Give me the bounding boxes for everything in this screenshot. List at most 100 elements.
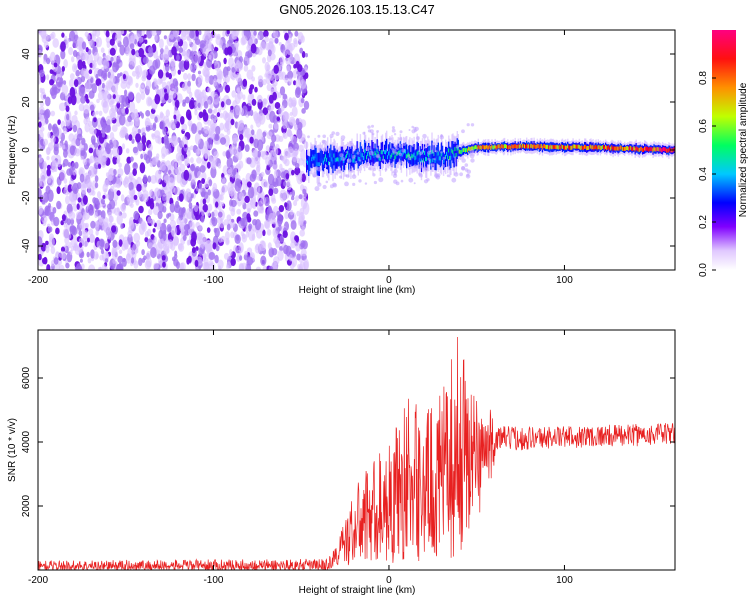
noise-blob [219,122,224,131]
noise-blob [283,244,289,255]
noise-blob [250,93,255,100]
band-core [465,148,467,153]
noise-blob [148,144,153,152]
noise-blob [241,177,246,185]
noise-blob [152,206,160,216]
noise-blob [86,98,90,104]
noise-blob [79,242,83,248]
band-core [560,144,563,149]
band-core [310,156,312,161]
noise-blob [198,30,202,36]
noise-blob [253,210,259,217]
noise-blob [55,227,60,235]
noise-blob [49,33,54,40]
band-scatter-dot [461,129,465,134]
noise-blob [301,108,306,114]
noise-blob [156,153,160,159]
noise-blob [138,257,143,267]
band-core [559,145,562,150]
noise-blob [40,30,47,39]
noise-blob [50,135,56,144]
band-core [473,146,475,151]
noise-blob [299,263,303,270]
noise-blob [265,156,271,166]
noise-blob [224,84,231,94]
noise-blob [94,211,98,219]
noise-blob [207,42,214,51]
noise-blob [294,148,298,156]
band-core [631,146,633,151]
noise-blob [98,163,102,170]
noise-blob [226,30,230,35]
noise-blob [82,235,89,248]
spectrogram-y-axis: -40 -20 0 20 40 [21,48,675,253]
band-core [556,144,558,149]
noise-blob [81,214,86,222]
band-core [450,155,452,160]
band-core [585,144,587,149]
noise-blob [297,121,303,131]
band-core [470,146,472,151]
band-scatter-dot [460,143,464,147]
noise-blob [230,199,237,207]
noise-blob [300,149,307,162]
noise-blob [294,30,299,37]
band-scatter-dot [325,180,329,184]
band-scatter-dot [390,162,394,167]
noise-blob [91,83,98,94]
noise-blob [42,138,49,146]
band-scatter-dot [432,142,436,146]
noise-blob [50,246,56,255]
noise-blob [212,78,218,87]
band-core [508,145,510,150]
band-core [601,145,604,149]
band-core [332,159,334,164]
noise-blob [134,113,140,122]
noise-blob [156,241,163,254]
noise-blob [279,189,287,202]
noise-blob [128,35,136,44]
noise-blob [216,33,221,40]
band-core [565,145,567,150]
noise-blob [145,120,150,128]
band-core [493,145,495,150]
noise-blob [211,216,218,227]
band-scatter-dot [364,141,367,144]
noise-blob [137,191,143,198]
band-core [553,145,555,150]
noise-blob [46,168,51,177]
band-core [600,145,603,150]
noise-blob [228,186,235,197]
noise-blob [131,138,135,144]
noise-blob [191,73,196,82]
band-core [664,147,666,152]
noise-blob [117,263,124,270]
band-core [640,146,643,151]
noise-blob [186,35,190,41]
noise-blob [266,113,271,121]
noise-blob [117,73,121,78]
band-core [602,144,605,149]
noise-blob [88,120,93,128]
band-core [336,157,338,162]
band-core [376,148,378,153]
noise-blob [70,94,77,106]
band-core [314,154,316,159]
band-core [335,158,337,163]
band-core [541,145,544,150]
noise-blob [166,248,170,254]
band-core [358,157,360,161]
noise-blob [166,85,171,93]
noise-blob [188,99,195,110]
noise-blob [53,216,60,227]
noise-blob [153,78,158,84]
noise-blob [169,202,176,213]
noise-blob [236,208,242,215]
band-core [651,147,653,152]
noise-blob [115,94,122,104]
band-core [529,145,531,150]
noise-blob [187,192,192,198]
noise-blob [237,90,241,95]
band-scatter-dot [339,153,344,158]
noise-blob [182,41,188,51]
